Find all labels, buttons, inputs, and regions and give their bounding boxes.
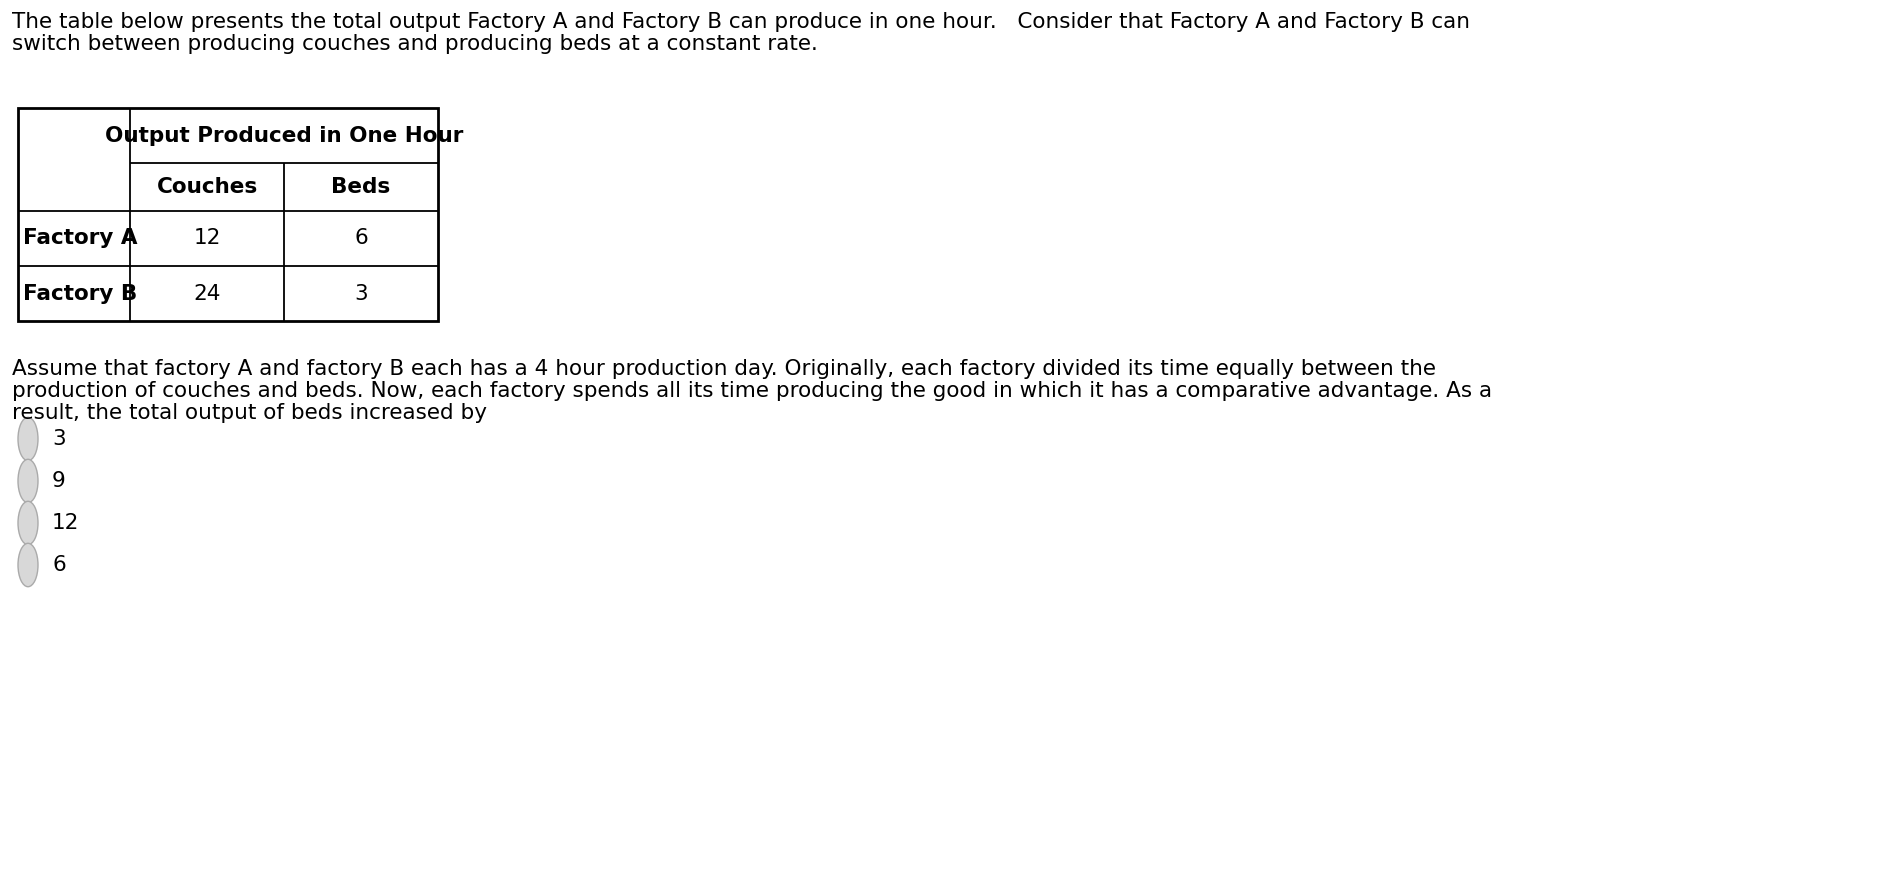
Text: 24: 24: [194, 284, 221, 303]
Ellipse shape: [17, 417, 38, 461]
Ellipse shape: [17, 501, 38, 545]
Text: Beds: Beds: [331, 177, 390, 197]
Text: 6: 6: [354, 229, 367, 249]
Text: Output Produced in One Hour: Output Produced in One Hour: [105, 125, 464, 145]
Text: 12: 12: [194, 229, 221, 249]
Text: The table below presents the total output Factory A and Factory B can produce in: The table below presents the total outpu…: [11, 12, 1470, 32]
Ellipse shape: [17, 459, 38, 503]
Text: 9: 9: [51, 471, 67, 491]
Text: Couches: Couches: [156, 177, 257, 197]
Text: 3: 3: [354, 284, 367, 303]
Text: result, the total output of beds increased by: result, the total output of beds increas…: [11, 403, 487, 423]
Text: Factory B: Factory B: [23, 284, 137, 303]
Text: Assume that factory A and factory B each has a 4 hour production day. Originally: Assume that factory A and factory B each…: [11, 359, 1436, 379]
Text: 6: 6: [51, 555, 67, 575]
Text: 3: 3: [51, 429, 67, 449]
Bar: [17, 108, 437, 321]
Text: switch between producing couches and producing beds at a constant rate.: switch between producing couches and pro…: [11, 34, 818, 54]
Ellipse shape: [17, 543, 38, 587]
Text: Factory A: Factory A: [23, 229, 137, 249]
Text: 12: 12: [51, 513, 80, 533]
Text: production of couches and beds. Now, each factory spends all its time producing : production of couches and beds. Now, eac…: [11, 381, 1493, 401]
